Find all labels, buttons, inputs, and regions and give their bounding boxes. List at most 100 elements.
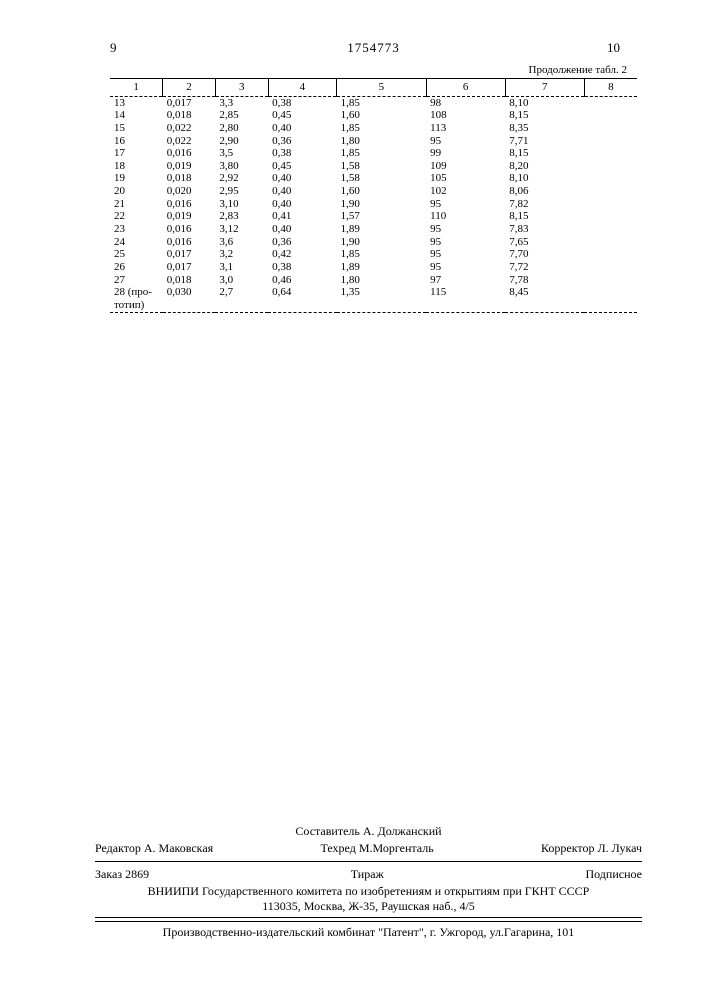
col-header: 1 bbox=[110, 79, 163, 96]
table-cell: 15 bbox=[110, 122, 163, 135]
table-row: 28 (про-0,0302,70,641,351158,45 bbox=[110, 286, 637, 299]
table-cell: 0,36 bbox=[268, 236, 337, 249]
table-cell: 1,60 bbox=[337, 185, 427, 198]
table-cell: 2,83 bbox=[215, 210, 268, 223]
table-cell: 1,57 bbox=[337, 210, 427, 223]
compiler-label: Составитель bbox=[295, 824, 359, 838]
page-num-right: 10 bbox=[607, 40, 637, 56]
col-header: 5 bbox=[337, 79, 427, 96]
table-cell bbox=[584, 198, 637, 211]
table-cell: 2,95 bbox=[215, 185, 268, 198]
table-cell: 0,017 bbox=[163, 261, 216, 274]
table-cell: 108 bbox=[426, 109, 505, 122]
table-cell: 26 bbox=[110, 261, 163, 274]
table-cell: 0,38 bbox=[268, 97, 337, 110]
table-cell: 1,85 bbox=[337, 97, 427, 110]
table-cell: 0,016 bbox=[163, 198, 216, 211]
col-header: 4 bbox=[268, 79, 337, 96]
page-num-left: 9 bbox=[110, 40, 140, 56]
table-cell: 0,42 bbox=[268, 248, 337, 261]
table-cell bbox=[584, 109, 637, 122]
table-cell bbox=[584, 97, 637, 110]
table-cell: 1,90 bbox=[337, 236, 427, 249]
table-cell: 113 bbox=[426, 122, 505, 135]
table-cell: 97 bbox=[426, 274, 505, 287]
table-cell: 2,7 bbox=[215, 286, 268, 299]
table-cell: 99 bbox=[426, 147, 505, 160]
order-label: Заказ bbox=[95, 867, 122, 881]
table-cell bbox=[584, 160, 637, 173]
table-cell: 102 bbox=[426, 185, 505, 198]
page-header: 9 1754773 10 bbox=[110, 40, 637, 56]
table-cell: 3,10 bbox=[215, 198, 268, 211]
table-cell: 0,022 bbox=[163, 122, 216, 135]
table-cell: 8,06 bbox=[505, 185, 584, 198]
tirazh-label: Тираж bbox=[351, 867, 384, 882]
table-cell: 7,71 bbox=[505, 135, 584, 148]
table-cell: 0,38 bbox=[268, 147, 337, 160]
table-cell: 115 bbox=[426, 286, 505, 299]
tech-label: Техред bbox=[321, 841, 356, 855]
table-cell: 95 bbox=[426, 135, 505, 148]
credits-row: Редактор А. Маковская Техред М.Моргентал… bbox=[95, 839, 642, 858]
data-table: 1 2 3 4 5 6 7 8 130,0173,30,381,85988,10… bbox=[110, 78, 637, 313]
table-cell: 8,10 bbox=[505, 172, 584, 185]
table-cell: 18 bbox=[110, 160, 163, 173]
org-line: ВНИИПИ Государственного комитета по изоб… bbox=[95, 884, 642, 899]
table-cell: 109 bbox=[426, 160, 505, 173]
table-cell bbox=[215, 299, 268, 312]
table-cell bbox=[584, 286, 637, 299]
table-cell: 3,3 bbox=[215, 97, 268, 110]
table-cell: 8,15 bbox=[505, 210, 584, 223]
order-number: 2869 bbox=[125, 867, 149, 881]
table-row: 140,0182,850,451,601088,15 bbox=[110, 109, 637, 122]
table-cell: 0,016 bbox=[163, 147, 216, 160]
table-cell bbox=[584, 122, 637, 135]
table-cell: 2,92 bbox=[215, 172, 268, 185]
table-cell: 3,0 bbox=[215, 274, 268, 287]
table-cell: 7,83 bbox=[505, 223, 584, 236]
table-cell: 0,019 bbox=[163, 210, 216, 223]
table-cell: 98 bbox=[426, 97, 505, 110]
table-cell: 0,030 bbox=[163, 286, 216, 299]
subscription-label: Подписное bbox=[585, 867, 642, 882]
col-header: 3 bbox=[215, 79, 268, 96]
table-cell bbox=[584, 223, 637, 236]
table-cell: 0,018 bbox=[163, 274, 216, 287]
table-cell: 20 bbox=[110, 185, 163, 198]
table-cell: 0,017 bbox=[163, 248, 216, 261]
table-row: 130,0173,30,381,85988,10 bbox=[110, 97, 637, 110]
col-header: 6 bbox=[426, 79, 505, 96]
table-cell: 16 bbox=[110, 135, 163, 148]
table-cell: 1,89 bbox=[337, 261, 427, 274]
table-cell bbox=[505, 299, 584, 312]
table-cell: 0,020 bbox=[163, 185, 216, 198]
table-cell: 3,5 bbox=[215, 147, 268, 160]
table-cell: 24 bbox=[110, 236, 163, 249]
table-cell: 3,2 bbox=[215, 248, 268, 261]
corrector-label: Корректор bbox=[541, 841, 595, 855]
table-row: 230,0163,120,401,89957,83 bbox=[110, 223, 637, 236]
table-cell bbox=[584, 210, 637, 223]
table-row: 170,0163,50,381,85998,15 bbox=[110, 147, 637, 160]
table-cell: 7,82 bbox=[505, 198, 584, 211]
table-cell: 17 bbox=[110, 147, 163, 160]
table-cell: 7,65 bbox=[505, 236, 584, 249]
table-cell: 3,1 bbox=[215, 261, 268, 274]
table-cell: 1,85 bbox=[337, 248, 427, 261]
table-cell: 7,78 bbox=[505, 274, 584, 287]
table-cell bbox=[337, 299, 427, 312]
corrector-name: Л. Лукач bbox=[597, 841, 642, 855]
table-row: 190,0182,920,401,581058,10 bbox=[110, 172, 637, 185]
table-cell: 1,85 bbox=[337, 122, 427, 135]
table-cell: 0,40 bbox=[268, 122, 337, 135]
table-cell: 0,45 bbox=[268, 160, 337, 173]
table-cell: 3,6 bbox=[215, 236, 268, 249]
table-cell: 22 bbox=[110, 210, 163, 223]
table-cell: 8,15 bbox=[505, 147, 584, 160]
table-cell: 1,90 bbox=[337, 198, 427, 211]
table-cell: 110 bbox=[426, 210, 505, 223]
table-cell bbox=[584, 261, 637, 274]
table-cell: 8,15 bbox=[505, 109, 584, 122]
table-cell: 0,019 bbox=[163, 160, 216, 173]
